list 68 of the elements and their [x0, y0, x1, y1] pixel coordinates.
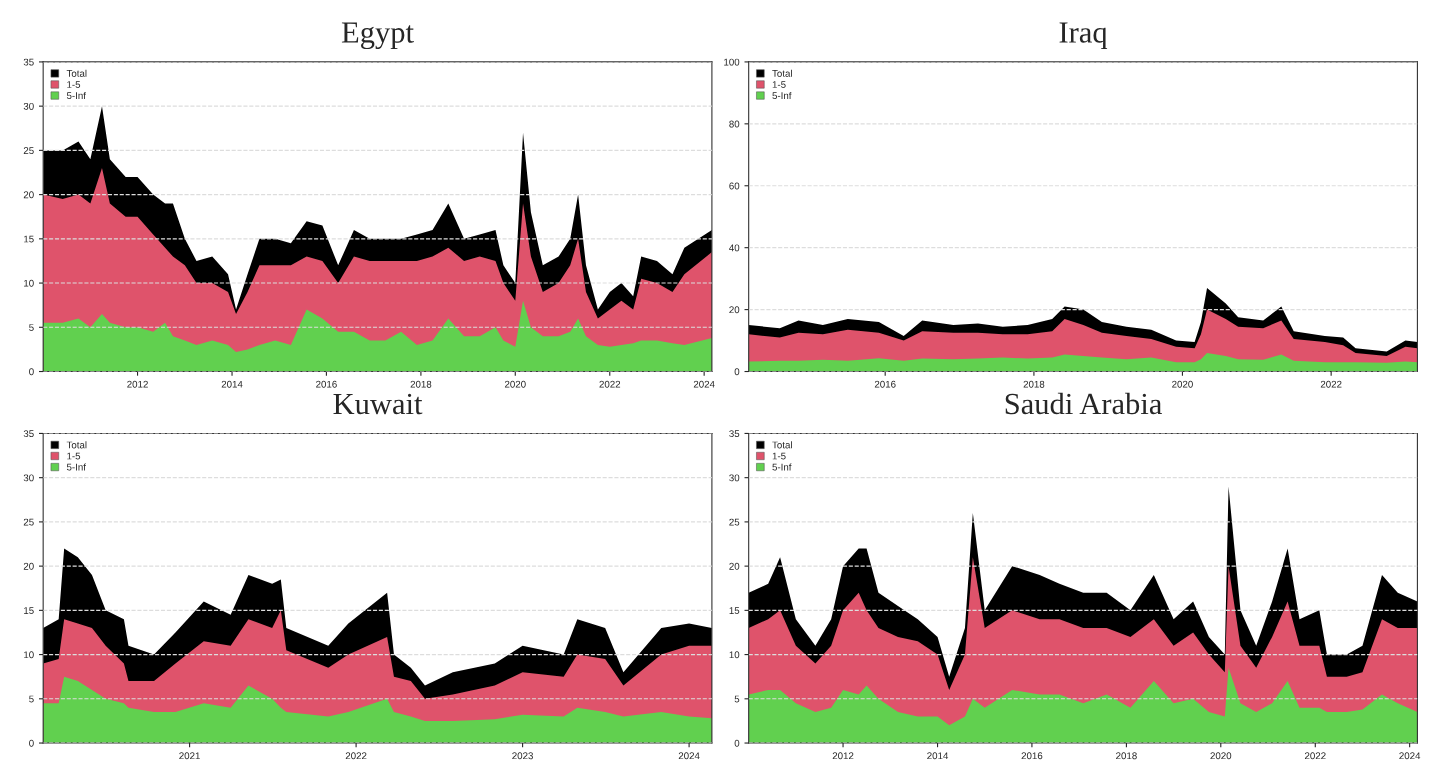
- x-tick-label: 2014: [927, 752, 949, 760]
- y-tick-label: 15: [24, 607, 34, 614]
- y-tick-label: 60: [729, 182, 740, 190]
- x-tick-label: 2024: [693, 380, 715, 388]
- y-tick-label: 30: [23, 474, 34, 482]
- legend-label: Total: [66, 69, 87, 77]
- y-tick-label: 10: [729, 651, 740, 659]
- y-tick-label: 25: [23, 147, 34, 154]
- chart-title: Saudi Arabia: [1005, 392, 1162, 415]
- x-tick-label: 2018: [1023, 380, 1045, 388]
- legend-label: 1-5: [67, 452, 81, 460]
- x-tick-label: 2024: [1399, 752, 1421, 760]
- legend-label: 1-5: [67, 81, 81, 88]
- y-tick-label: 10: [24, 651, 34, 659]
- x-tick-label: 2012: [127, 380, 148, 388]
- y-tick-label: 30: [729, 474, 740, 482]
- x-tick-label: 2020: [504, 380, 526, 388]
- y-tick-label: 100: [724, 58, 740, 66]
- y-tick-label: 20: [729, 306, 740, 314]
- y-tick-label: 0: [734, 739, 740, 747]
- y-tick-label: 5: [29, 695, 34, 703]
- x-tick-label: 2020: [1172, 380, 1193, 388]
- y-tick-label: 5: [29, 324, 34, 331]
- y-tick-label: 35: [23, 58, 34, 66]
- x-tick-label: 2022: [1320, 380, 1342, 388]
- y-tick-label: 15: [24, 235, 34, 243]
- legend-label: Total: [66, 441, 87, 449]
- y-tick-label: 20: [23, 562, 34, 570]
- x-tick-label: 2014: [221, 380, 243, 388]
- y-tick-label: 25: [729, 518, 740, 526]
- x-tick-label: 2016: [1021, 752, 1043, 760]
- legend-label: 5-Inf: [66, 463, 86, 471]
- y-tick-label: 80: [729, 120, 740, 128]
- x-tick-label: 2021: [179, 752, 200, 760]
- legend-label: 5-Inf: [66, 91, 86, 100]
- x-tick-label: 2022: [599, 380, 621, 388]
- y-tick-label: 35: [23, 430, 34, 438]
- y-tick-label: 20: [23, 191, 34, 199]
- y-tick-label: 40: [729, 244, 740, 252]
- chart-title: Kuwait: [333, 393, 423, 415]
- legend-label: 1-5: [772, 81, 786, 88]
- y-tick-label: 15: [729, 607, 740, 614]
- x-tick-label: 2022: [345, 752, 367, 760]
- x-tick-label: 2023: [512, 752, 533, 760]
- x-tick-label: 2024: [678, 752, 700, 760]
- x-tick-label: 2012: [832, 752, 854, 760]
- x-tick-label: 2018: [410, 380, 432, 388]
- chart-title: Egypt: [341, 22, 414, 50]
- legend-label: 1-5: [772, 452, 786, 460]
- y-tick-label: 0: [29, 368, 34, 376]
- y-tick-label: 35: [729, 430, 740, 438]
- y-tick-label: 5: [734, 695, 740, 703]
- x-tick-label: 2016: [874, 380, 896, 388]
- x-tick-label: 2018: [1116, 752, 1137, 760]
- y-tick-label: 0: [734, 368, 740, 376]
- x-tick-label: 2016: [316, 380, 337, 388]
- legend-label: Total: [772, 69, 792, 77]
- y-tick-label: 20: [729, 562, 740, 570]
- legend-label: 5-Inf: [772, 91, 792, 100]
- chart-title: Iraq: [1059, 22, 1108, 49]
- x-tick-label: 2022: [1304, 752, 1326, 760]
- y-tick-label: 25: [23, 518, 34, 526]
- y-tick-label: 10: [24, 279, 34, 287]
- y-tick-label: 30: [23, 102, 34, 110]
- legend-label: 5-Inf: [772, 463, 792, 471]
- y-tick-label: 0: [29, 739, 34, 747]
- legend-label: Total: [772, 441, 792, 449]
- x-tick-label: 2020: [1210, 752, 1232, 760]
